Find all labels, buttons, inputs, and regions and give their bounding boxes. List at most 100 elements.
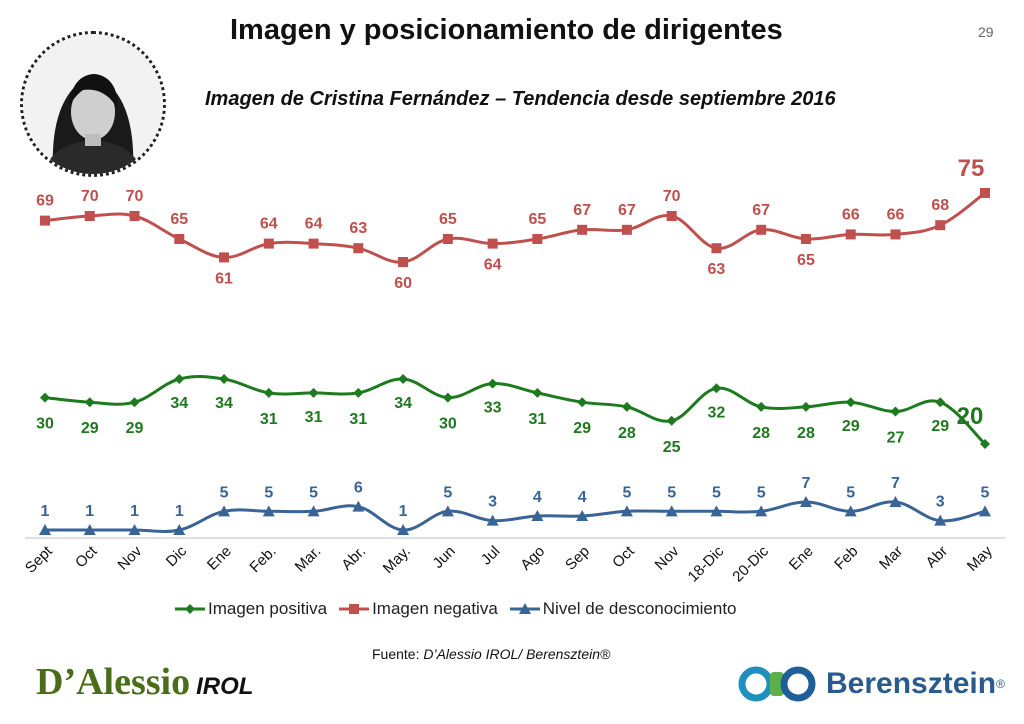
- marker-unknown: [173, 524, 186, 535]
- legend-item-positive: Imagen positiva: [175, 599, 327, 619]
- berensztein-logo-mark: ®: [996, 677, 1005, 691]
- data-label-negative: 63: [708, 261, 726, 278]
- x-tick-label: Jun: [430, 543, 459, 572]
- data-label-positive: 34: [215, 395, 233, 412]
- data-label-unknown: 5: [981, 484, 990, 501]
- x-tick-label: Oct: [609, 542, 638, 571]
- data-label-negative: 61: [215, 270, 233, 287]
- marker-unknown: [352, 500, 365, 512]
- data-label-negative: 67: [752, 202, 770, 219]
- x-tick-label: Abr: [923, 543, 952, 572]
- marker-negative: [890, 229, 901, 240]
- marker-positive: [756, 401, 767, 412]
- marker-negative: [756, 224, 767, 235]
- x-tick-label: Mar.: [292, 543, 325, 576]
- x-tick-label: 20-Dic: [729, 542, 772, 585]
- dalessio-logo-suffix: IROL: [196, 673, 254, 700]
- data-label-unknown: 3: [488, 494, 497, 511]
- dalessio-logo-text: D’Alessio: [36, 661, 191, 703]
- page-number: 29: [978, 24, 994, 40]
- x-tick-label: Dic: [163, 542, 191, 570]
- data-label-positive: 27: [887, 430, 905, 447]
- data-label-positive: 20: [957, 403, 984, 430]
- data-label-unknown: 4: [578, 489, 587, 506]
- marker-positive: [40, 392, 50, 403]
- portrait-photo: [20, 31, 166, 177]
- marker-unknown: [307, 505, 320, 517]
- data-label-unknown: 5: [712, 484, 721, 501]
- data-label-negative: 67: [573, 202, 591, 219]
- marker-negative: [442, 234, 453, 244]
- legend-label-positive: Imagen positiva: [208, 599, 328, 618]
- marker-negative: [532, 234, 543, 244]
- marker-negative: [666, 211, 677, 221]
- marker-negative: [800, 234, 811, 244]
- marker-positive: [174, 374, 185, 384]
- marker-negative: [980, 188, 990, 198]
- data-label-positive: 29: [573, 420, 591, 437]
- data-label-negative: 63: [349, 220, 367, 237]
- data-label-negative: 64: [260, 216, 278, 233]
- chart-subtitle: Imagen de Cristina Fernández – Tendencia…: [205, 88, 836, 110]
- data-label-positive: 25: [663, 439, 681, 456]
- series-line-negative: [44, 191, 986, 264]
- marker-positive: [577, 397, 588, 408]
- x-tick-label: Sept: [22, 542, 56, 576]
- marker-positive: [532, 387, 543, 398]
- data-label-negative: 75: [958, 155, 985, 182]
- data-label-negative: 64: [484, 257, 502, 274]
- berensztein-logo-text: Berensztein: [826, 667, 997, 700]
- data-label-unknown: 5: [667, 484, 676, 501]
- data-label-positive: 31: [349, 411, 367, 428]
- marker-negative: [621, 224, 632, 235]
- data-label-negative: 64: [305, 216, 323, 233]
- data-label-positive: 30: [439, 416, 457, 433]
- data-label-unknown: 5: [309, 484, 318, 501]
- x-tick-label: Nov: [652, 542, 683, 573]
- marker-unknown: [218, 505, 231, 517]
- x-tick-label: Feb: [831, 543, 861, 573]
- data-label-negative: 60: [394, 275, 412, 292]
- x-tick-label: Ene: [204, 543, 235, 574]
- x-tick-label: Abr.: [338, 543, 369, 574]
- marker-unknown: [397, 524, 410, 535]
- data-label-negative: 65: [797, 252, 815, 269]
- data-label-negative: 70: [81, 188, 99, 205]
- marker-positive: [666, 415, 677, 426]
- source-note: Fuente: D’Alessio IROL/ Berensztein®: [372, 646, 610, 662]
- marker-negative: [711, 243, 722, 254]
- data-label-positive: 29: [126, 420, 144, 437]
- berensztein-logo: Berensztein ®: [738, 660, 1005, 708]
- marker-negative: [84, 211, 95, 221]
- portrait-silhouette-icon: [23, 34, 163, 174]
- marker-unknown: [262, 505, 275, 517]
- marker-negative: [40, 215, 50, 226]
- marker-negative: [219, 252, 230, 263]
- marker-unknown: [889, 496, 902, 507]
- data-label-negative: 65: [528, 211, 546, 228]
- marker-positive: [442, 392, 453, 403]
- legend-triangle-icon: [509, 603, 540, 614]
- marker-unknown: [755, 505, 768, 517]
- marker-positive: [935, 397, 946, 408]
- marker-unknown: [83, 524, 96, 535]
- data-label-unknown: 4: [533, 489, 542, 506]
- x-tick-label: Nov: [114, 542, 145, 573]
- marker-positive: [621, 401, 632, 412]
- marker-unknown: [979, 505, 991, 517]
- marker-positive: [263, 387, 274, 398]
- marker-unknown: [665, 505, 678, 517]
- marker-negative: [129, 211, 140, 221]
- data-label-unknown: 5: [220, 484, 229, 501]
- marker-negative: [398, 257, 409, 267]
- data-label-positive: 31: [260, 411, 278, 428]
- data-label-positive: 28: [752, 425, 770, 442]
- legend-label-unknown: Nivel de desconocimiento: [542, 599, 737, 618]
- marker-negative: [308, 238, 319, 249]
- x-tick-label: May.: [380, 543, 414, 577]
- data-label-negative: 67: [618, 202, 636, 219]
- data-label-positive: 30: [36, 416, 54, 433]
- marker-unknown: [576, 510, 589, 521]
- marker-positive: [129, 397, 140, 408]
